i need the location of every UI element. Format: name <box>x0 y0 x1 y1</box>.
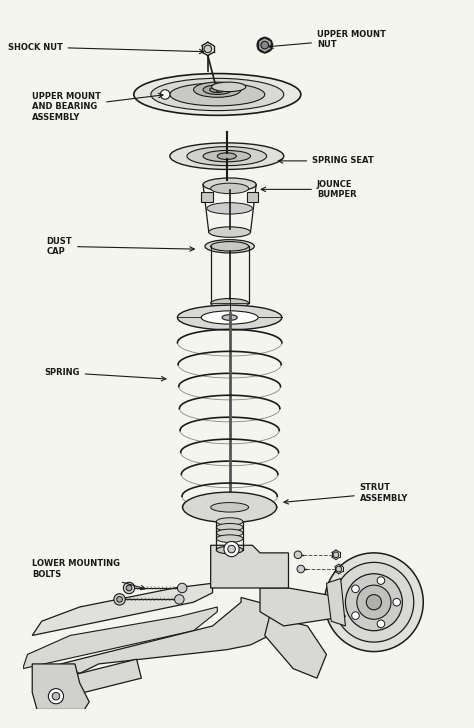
Ellipse shape <box>216 529 243 537</box>
Text: UPPER MOUNT
NUT: UPPER MOUNT NUT <box>269 30 386 49</box>
Circle shape <box>117 596 122 602</box>
Text: LOWER MOUNTING
BOLTS: LOWER MOUNTING BOLTS <box>32 559 145 590</box>
Circle shape <box>204 45 211 52</box>
Circle shape <box>377 620 385 628</box>
Ellipse shape <box>210 242 249 251</box>
Polygon shape <box>247 192 258 202</box>
Ellipse shape <box>209 227 251 237</box>
Ellipse shape <box>207 202 253 214</box>
Polygon shape <box>61 598 279 673</box>
Polygon shape <box>265 617 327 678</box>
Ellipse shape <box>201 311 258 324</box>
Ellipse shape <box>205 240 255 253</box>
Ellipse shape <box>182 492 277 523</box>
Polygon shape <box>32 583 212 636</box>
Ellipse shape <box>210 298 249 308</box>
Circle shape <box>261 41 269 49</box>
Ellipse shape <box>211 82 246 92</box>
Circle shape <box>177 583 187 593</box>
Text: SPRING SEAT: SPRING SEAT <box>278 157 374 165</box>
Text: JOUNCE
BUMPER: JOUNCE BUMPER <box>261 180 356 199</box>
Polygon shape <box>42 659 141 702</box>
Ellipse shape <box>216 518 243 526</box>
Ellipse shape <box>203 151 251 162</box>
Circle shape <box>333 552 339 558</box>
Circle shape <box>228 545 235 553</box>
Circle shape <box>126 585 132 591</box>
Circle shape <box>352 612 359 620</box>
Circle shape <box>224 542 239 557</box>
Text: UPPER MOUNT
AND BEARING
ASSEMBLY: UPPER MOUNT AND BEARING ASSEMBLY <box>32 92 163 122</box>
Text: DUST
CAP: DUST CAP <box>46 237 194 256</box>
Ellipse shape <box>203 85 231 95</box>
Ellipse shape <box>187 146 267 166</box>
Circle shape <box>52 692 60 700</box>
Ellipse shape <box>193 82 241 98</box>
Circle shape <box>114 593 125 605</box>
Circle shape <box>357 585 391 620</box>
Circle shape <box>48 689 64 704</box>
Text: SHOCK NUT: SHOCK NUT <box>8 42 204 54</box>
Polygon shape <box>210 545 289 588</box>
Polygon shape <box>23 607 217 668</box>
Circle shape <box>160 90 170 99</box>
Ellipse shape <box>217 153 236 159</box>
Text: STRUT
ASSEMBLY: STRUT ASSEMBLY <box>284 483 408 504</box>
Ellipse shape <box>151 79 284 111</box>
Ellipse shape <box>216 546 243 554</box>
Circle shape <box>334 562 414 642</box>
Ellipse shape <box>210 502 249 512</box>
Circle shape <box>123 582 135 593</box>
Circle shape <box>377 577 385 585</box>
Ellipse shape <box>203 178 256 191</box>
Ellipse shape <box>210 183 249 194</box>
Text: SPRING: SPRING <box>44 368 166 381</box>
Circle shape <box>174 595 184 604</box>
Ellipse shape <box>216 535 243 542</box>
Circle shape <box>346 574 402 630</box>
Ellipse shape <box>210 87 225 92</box>
Circle shape <box>352 585 359 593</box>
Circle shape <box>297 565 305 573</box>
Ellipse shape <box>216 523 243 531</box>
Circle shape <box>393 598 401 606</box>
Polygon shape <box>201 192 212 202</box>
Polygon shape <box>32 664 89 710</box>
Circle shape <box>294 551 302 558</box>
Ellipse shape <box>134 74 301 115</box>
Circle shape <box>257 38 273 52</box>
Circle shape <box>366 595 382 610</box>
Circle shape <box>325 553 423 652</box>
Polygon shape <box>260 588 346 626</box>
Polygon shape <box>327 579 346 626</box>
Ellipse shape <box>222 314 237 320</box>
Ellipse shape <box>177 305 282 330</box>
Ellipse shape <box>170 143 284 170</box>
Circle shape <box>336 566 342 572</box>
Ellipse shape <box>170 83 265 106</box>
